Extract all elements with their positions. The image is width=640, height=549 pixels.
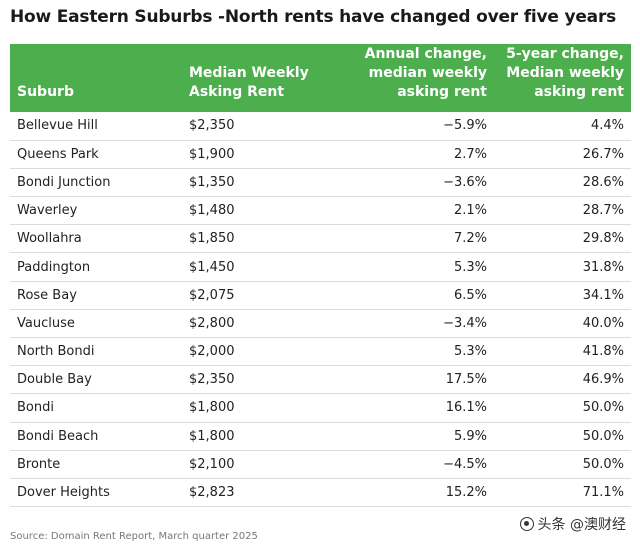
table-row: Vaucluse $2,800 −3.4% 40.0%	[10, 309, 631, 339]
header-five-line2: Median weekly	[506, 65, 624, 81]
header-annual-line1: Annual change,	[364, 46, 487, 62]
cell-five-year-change: 46.9%	[494, 365, 631, 395]
cell-rent: $1,900	[182, 140, 342, 169]
cell-annual-change: 17.5%	[342, 365, 494, 395]
cell-annual-change: 7.2%	[342, 224, 494, 254]
cell-annual-change: −4.5%	[342, 450, 494, 479]
header-five-line1: 5-year change,	[506, 46, 624, 62]
cell-suburb: Paddington	[10, 252, 182, 282]
table-row: Bondi Junction $1,350 −3.6% 28.6%	[10, 168, 631, 198]
cell-annual-change: −3.4%	[342, 309, 494, 339]
cell-rent: $2,823	[182, 478, 342, 508]
table-row: Rose Bay $2,075 6.5% 34.1%	[10, 281, 631, 310]
header-annual-line2: median weekly	[368, 65, 487, 81]
cell-five-year-change: 50.0%	[494, 422, 631, 451]
cell-annual-change: 6.5%	[342, 281, 494, 310]
table-row: Bondi $1,800 16.1% 50.0%	[10, 393, 631, 423]
cell-suburb: Waverley	[10, 196, 182, 226]
table-row: Dover Heights $2,823 15.2% 71.1%	[10, 478, 631, 508]
watermark-text: 头条 @澳财经	[537, 517, 626, 533]
cell-suburb: Double Bay	[10, 365, 182, 395]
cell-five-year-change: 31.8%	[494, 252, 631, 282]
cell-rent: $2,350	[182, 112, 342, 141]
cell-rent: $2,350	[182, 365, 342, 395]
source-note: Source: Domain Rent Report, March quarte…	[10, 531, 258, 542]
table-row: Woollahra $1,850 7.2% 29.8%	[10, 224, 631, 254]
cell-suburb: Woollahra	[10, 224, 182, 254]
table-row: Double Bay $2,350 17.5% 46.9%	[10, 365, 631, 395]
table-row: Queens Park $1,900 2.7% 26.7%	[10, 140, 631, 169]
cell-annual-change: 15.2%	[342, 478, 494, 508]
header-five-line3: asking rent	[534, 84, 624, 100]
header-annual-line3: asking rent	[397, 84, 487, 100]
cell-five-year-change: 50.0%	[494, 450, 631, 479]
cell-rent: $1,450	[182, 252, 342, 282]
table-row: Bellevue Hill $2,350 −5.9% 4.4%	[10, 112, 631, 141]
cell-annual-change: 5.9%	[342, 422, 494, 451]
header-median-rent: Median Weekly Asking Rent	[182, 44, 342, 112]
cell-rent: $2,100	[182, 450, 342, 479]
cell-suburb: Dover Heights	[10, 478, 182, 508]
cell-suburb: Bondi Beach	[10, 422, 182, 451]
cell-five-year-change: 40.0%	[494, 309, 631, 339]
cell-rent: $1,480	[182, 196, 342, 226]
cell-annual-change: −5.9%	[342, 112, 494, 141]
cell-annual-change: 2.7%	[342, 140, 494, 169]
cell-suburb: Rose Bay	[10, 281, 182, 310]
cell-five-year-change: 4.4%	[494, 112, 631, 141]
cell-five-year-change: 26.7%	[494, 140, 631, 169]
header-suburb: Suburb	[10, 44, 182, 112]
cell-suburb: Bondi Junction	[10, 168, 182, 198]
cell-rent: $1,800	[182, 393, 342, 423]
cell-suburb: Bellevue Hill	[10, 112, 182, 141]
cell-five-year-change: 50.0%	[494, 393, 631, 423]
cell-five-year-change: 28.7%	[494, 196, 631, 226]
table-row: Waverley $1,480 2.1% 28.7%	[10, 196, 631, 226]
cell-annual-change: −3.6%	[342, 168, 494, 198]
header-row: Suburb Median Weekly Asking Rent Annual …	[10, 44, 631, 112]
cell-rent: $2,000	[182, 337, 342, 367]
table-body: Bellevue Hill $2,350 −5.9% 4.4% Queens P…	[10, 112, 631, 508]
cell-suburb: Vaucluse	[10, 309, 182, 339]
cell-rent: $1,350	[182, 168, 342, 198]
cell-rent: $1,850	[182, 224, 342, 254]
table-row: North Bondi $2,000 5.3% 41.8%	[10, 337, 631, 367]
toutiao-logo-icon	[519, 517, 534, 531]
header-suburb-label: Suburb	[17, 84, 74, 100]
cell-suburb: North Bondi	[10, 337, 182, 367]
table-row: Bondi Beach $1,800 5.9% 50.0%	[10, 422, 631, 451]
rents-table-container: Suburb Median Weekly Asking Rent Annual …	[10, 44, 631, 508]
header-annual-change: Annual change, median weekly asking rent	[342, 44, 494, 112]
cell-annual-change: 2.1%	[342, 196, 494, 226]
cell-five-year-change: 28.6%	[494, 168, 631, 198]
watermark: 头条 @澳财经	[519, 514, 626, 534]
table-row: Paddington $1,450 5.3% 31.8%	[10, 252, 631, 282]
cell-rent: $2,075	[182, 281, 342, 310]
cell-rent: $2,800	[182, 309, 342, 339]
cell-five-year-change: 41.8%	[494, 337, 631, 367]
cell-suburb: Bondi	[10, 393, 182, 423]
cell-five-year-change: 34.1%	[494, 281, 631, 310]
table-row: Bronte $2,100 −4.5% 50.0%	[10, 450, 631, 479]
cell-suburb: Queens Park	[10, 140, 182, 169]
cell-annual-change: 5.3%	[342, 337, 494, 367]
cell-five-year-change: 29.8%	[494, 224, 631, 254]
rents-table: Suburb Median Weekly Asking Rent Annual …	[10, 44, 631, 508]
table-header: Suburb Median Weekly Asking Rent Annual …	[10, 44, 631, 112]
header-rent-line1: Median Weekly	[189, 65, 309, 81]
header-five-year-change: 5-year change, Median weekly asking rent	[494, 44, 631, 112]
cell-rent: $1,800	[182, 422, 342, 451]
cell-suburb: Bronte	[10, 450, 182, 479]
cell-five-year-change: 71.1%	[494, 478, 631, 508]
page-title: How Eastern Suburbs -North rents have ch…	[10, 7, 617, 27]
cell-annual-change: 5.3%	[342, 252, 494, 282]
cell-annual-change: 16.1%	[342, 393, 494, 423]
header-rent-line2: Asking Rent	[189, 84, 285, 100]
